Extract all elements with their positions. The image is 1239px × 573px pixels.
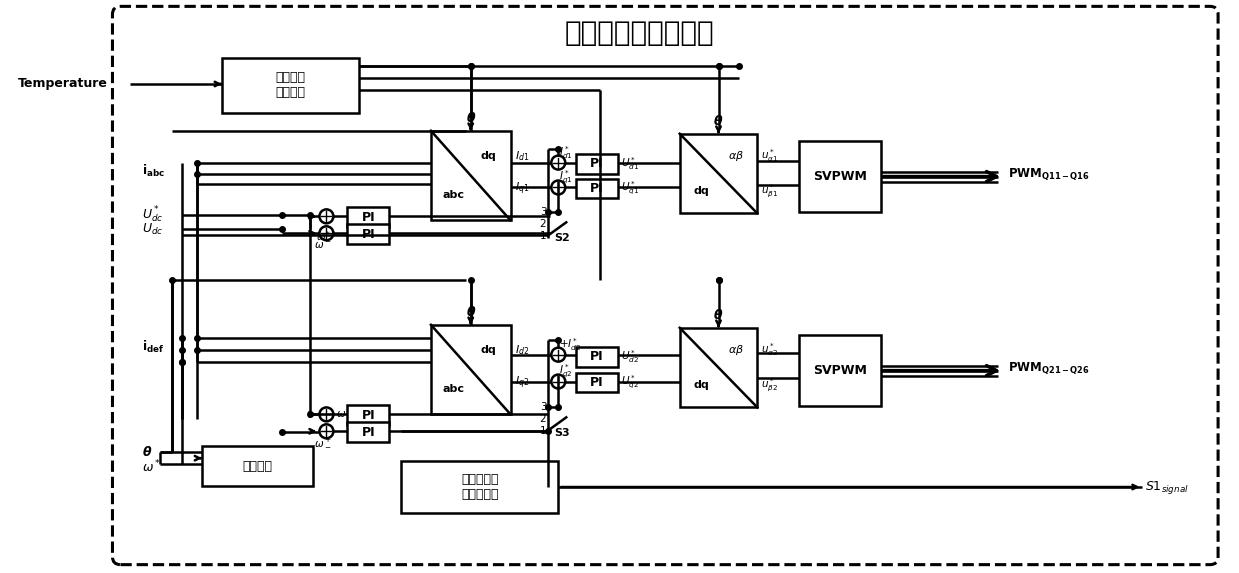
Text: $\alpha\beta$: $\alpha\beta$ — [727, 343, 743, 357]
Text: $U_{q1}^*$: $U_{q1}^*$ — [621, 180, 639, 197]
Text: $\omega$: $\omega$ — [336, 409, 347, 419]
Text: $u_{\beta 1}^*$: $u_{\beta 1}^*$ — [761, 182, 778, 200]
Bar — [576, 372, 618, 393]
Text: SVPWM: SVPWM — [813, 364, 867, 377]
Text: PI: PI — [362, 211, 375, 224]
Text: $I_{d1}$: $I_{d1}$ — [514, 149, 529, 163]
Text: $I_{d2}$: $I_{d2}$ — [514, 343, 529, 357]
Bar — [347, 224, 389, 244]
Text: $\mathbf{i_{abc}}$: $\mathbf{i_{abc}}$ — [142, 163, 166, 179]
Text: $I_{q2}$: $I_{q2}$ — [514, 375, 529, 391]
Text: $U_{d2}^*$: $U_{d2}^*$ — [621, 348, 639, 365]
Text: S3: S3 — [554, 428, 570, 438]
Text: dq: dq — [481, 345, 496, 355]
Text: $U_{dc}$: $U_{dc}$ — [142, 222, 164, 237]
Bar — [799, 141, 881, 213]
Bar — [680, 328, 757, 407]
Text: $I_{q2}^*$: $I_{q2}^*$ — [559, 363, 572, 380]
Text: $\boldsymbol{\theta}$: $\boldsymbol{\theta}$ — [142, 445, 152, 459]
Text: 起动发电系统控制器: 起动发电系统控制器 — [565, 19, 715, 47]
Text: 1: 1 — [540, 231, 546, 241]
Text: $\boldsymbol{\theta}$: $\boldsymbol{\theta}$ — [714, 308, 724, 322]
Text: PI: PI — [362, 227, 375, 241]
Text: PI: PI — [590, 182, 603, 195]
Text: SVPWM: SVPWM — [813, 170, 867, 183]
Text: $\boldsymbol{\theta}$: $\boldsymbol{\theta}$ — [714, 114, 724, 128]
Text: 检测是否
发生故障: 检测是否 发生故障 — [275, 72, 306, 100]
Text: $\mathbf{i_{def}}$: $\mathbf{i_{def}}$ — [142, 339, 165, 355]
Text: $U_{d1}^*$: $U_{d1}^*$ — [621, 155, 639, 172]
Text: $\omega^+_-$: $\omega^+_-$ — [315, 437, 332, 449]
Text: 2: 2 — [540, 414, 546, 425]
Text: dq: dq — [694, 186, 709, 196]
Bar — [576, 347, 618, 367]
Bar — [347, 422, 389, 442]
Bar — [347, 406, 389, 425]
Text: 1: 1 — [540, 426, 546, 436]
FancyBboxPatch shape — [113, 6, 1218, 564]
Bar — [431, 131, 510, 221]
Text: dq: dq — [481, 151, 496, 161]
Text: 速度计算: 速度计算 — [243, 460, 273, 473]
Text: abc: abc — [442, 384, 465, 394]
Text: PI: PI — [590, 376, 603, 389]
Text: 2: 2 — [540, 219, 546, 229]
Text: $\omega^{*+}$: $\omega^{*+}$ — [316, 229, 337, 243]
Text: $\mathit{S1_{signal}}$: $\mathit{S1_{signal}}$ — [1145, 478, 1189, 496]
Text: $\mathbf{PWM_{Q11-Q16}}$: $\mathbf{PWM_{Q11-Q16}}$ — [1009, 167, 1090, 182]
Text: $u_{\beta 2}^*$: $u_{\beta 2}^*$ — [761, 376, 778, 394]
Text: $\boldsymbol{\theta}$: $\boldsymbol{\theta}$ — [466, 111, 476, 125]
Bar — [680, 134, 757, 213]
Text: $\omega^*$: $\omega^*$ — [142, 459, 161, 476]
Bar — [431, 325, 510, 414]
Text: $\boldsymbol{\theta}$: $\boldsymbol{\theta}$ — [466, 305, 476, 319]
Text: 3: 3 — [540, 402, 546, 413]
Text: abc: abc — [442, 190, 465, 200]
Text: PI: PI — [590, 157, 603, 170]
Bar — [347, 207, 389, 227]
Bar — [401, 461, 559, 513]
Text: PI: PI — [362, 409, 375, 422]
Bar — [576, 179, 618, 198]
Text: dq: dq — [694, 380, 709, 390]
Bar — [576, 154, 618, 174]
Text: $I_{q1}^*$: $I_{q1}^*$ — [559, 169, 572, 186]
Text: $U_{q2}^*$: $U_{q2}^*$ — [621, 374, 639, 391]
Bar — [202, 446, 313, 486]
Text: 3: 3 — [540, 207, 546, 217]
Text: $\mathbf{PWM_{Q21-Q26}}$: $\mathbf{PWM_{Q21-Q26}}$ — [1009, 361, 1090, 376]
Text: $\omega^-$: $\omega^-$ — [315, 240, 332, 251]
Text: S2: S2 — [554, 233, 570, 243]
Text: $I_{q1}$: $I_{q1}$ — [514, 180, 529, 197]
Bar — [799, 335, 881, 406]
Text: $\alpha\beta$: $\alpha\beta$ — [727, 149, 743, 163]
Text: PI: PI — [590, 350, 603, 363]
Text: $I_{d1}^*$: $I_{d1}^*$ — [559, 144, 572, 161]
Text: PI: PI — [362, 426, 375, 439]
Text: $+I_{d2}^*$: $+I_{d2}^*$ — [559, 336, 581, 353]
Text: 判断是否到
达发电转速: 判断是否到 达发电转速 — [461, 473, 498, 501]
Text: Temperature: Temperature — [17, 77, 108, 91]
Bar — [222, 58, 359, 113]
Text: $u_{\alpha 1}^*$: $u_{\alpha 1}^*$ — [761, 148, 778, 164]
Text: $U_{dc}^*$: $U_{dc}^*$ — [142, 205, 164, 226]
Text: $u_{\alpha 2}^*$: $u_{\alpha 2}^*$ — [761, 342, 778, 359]
